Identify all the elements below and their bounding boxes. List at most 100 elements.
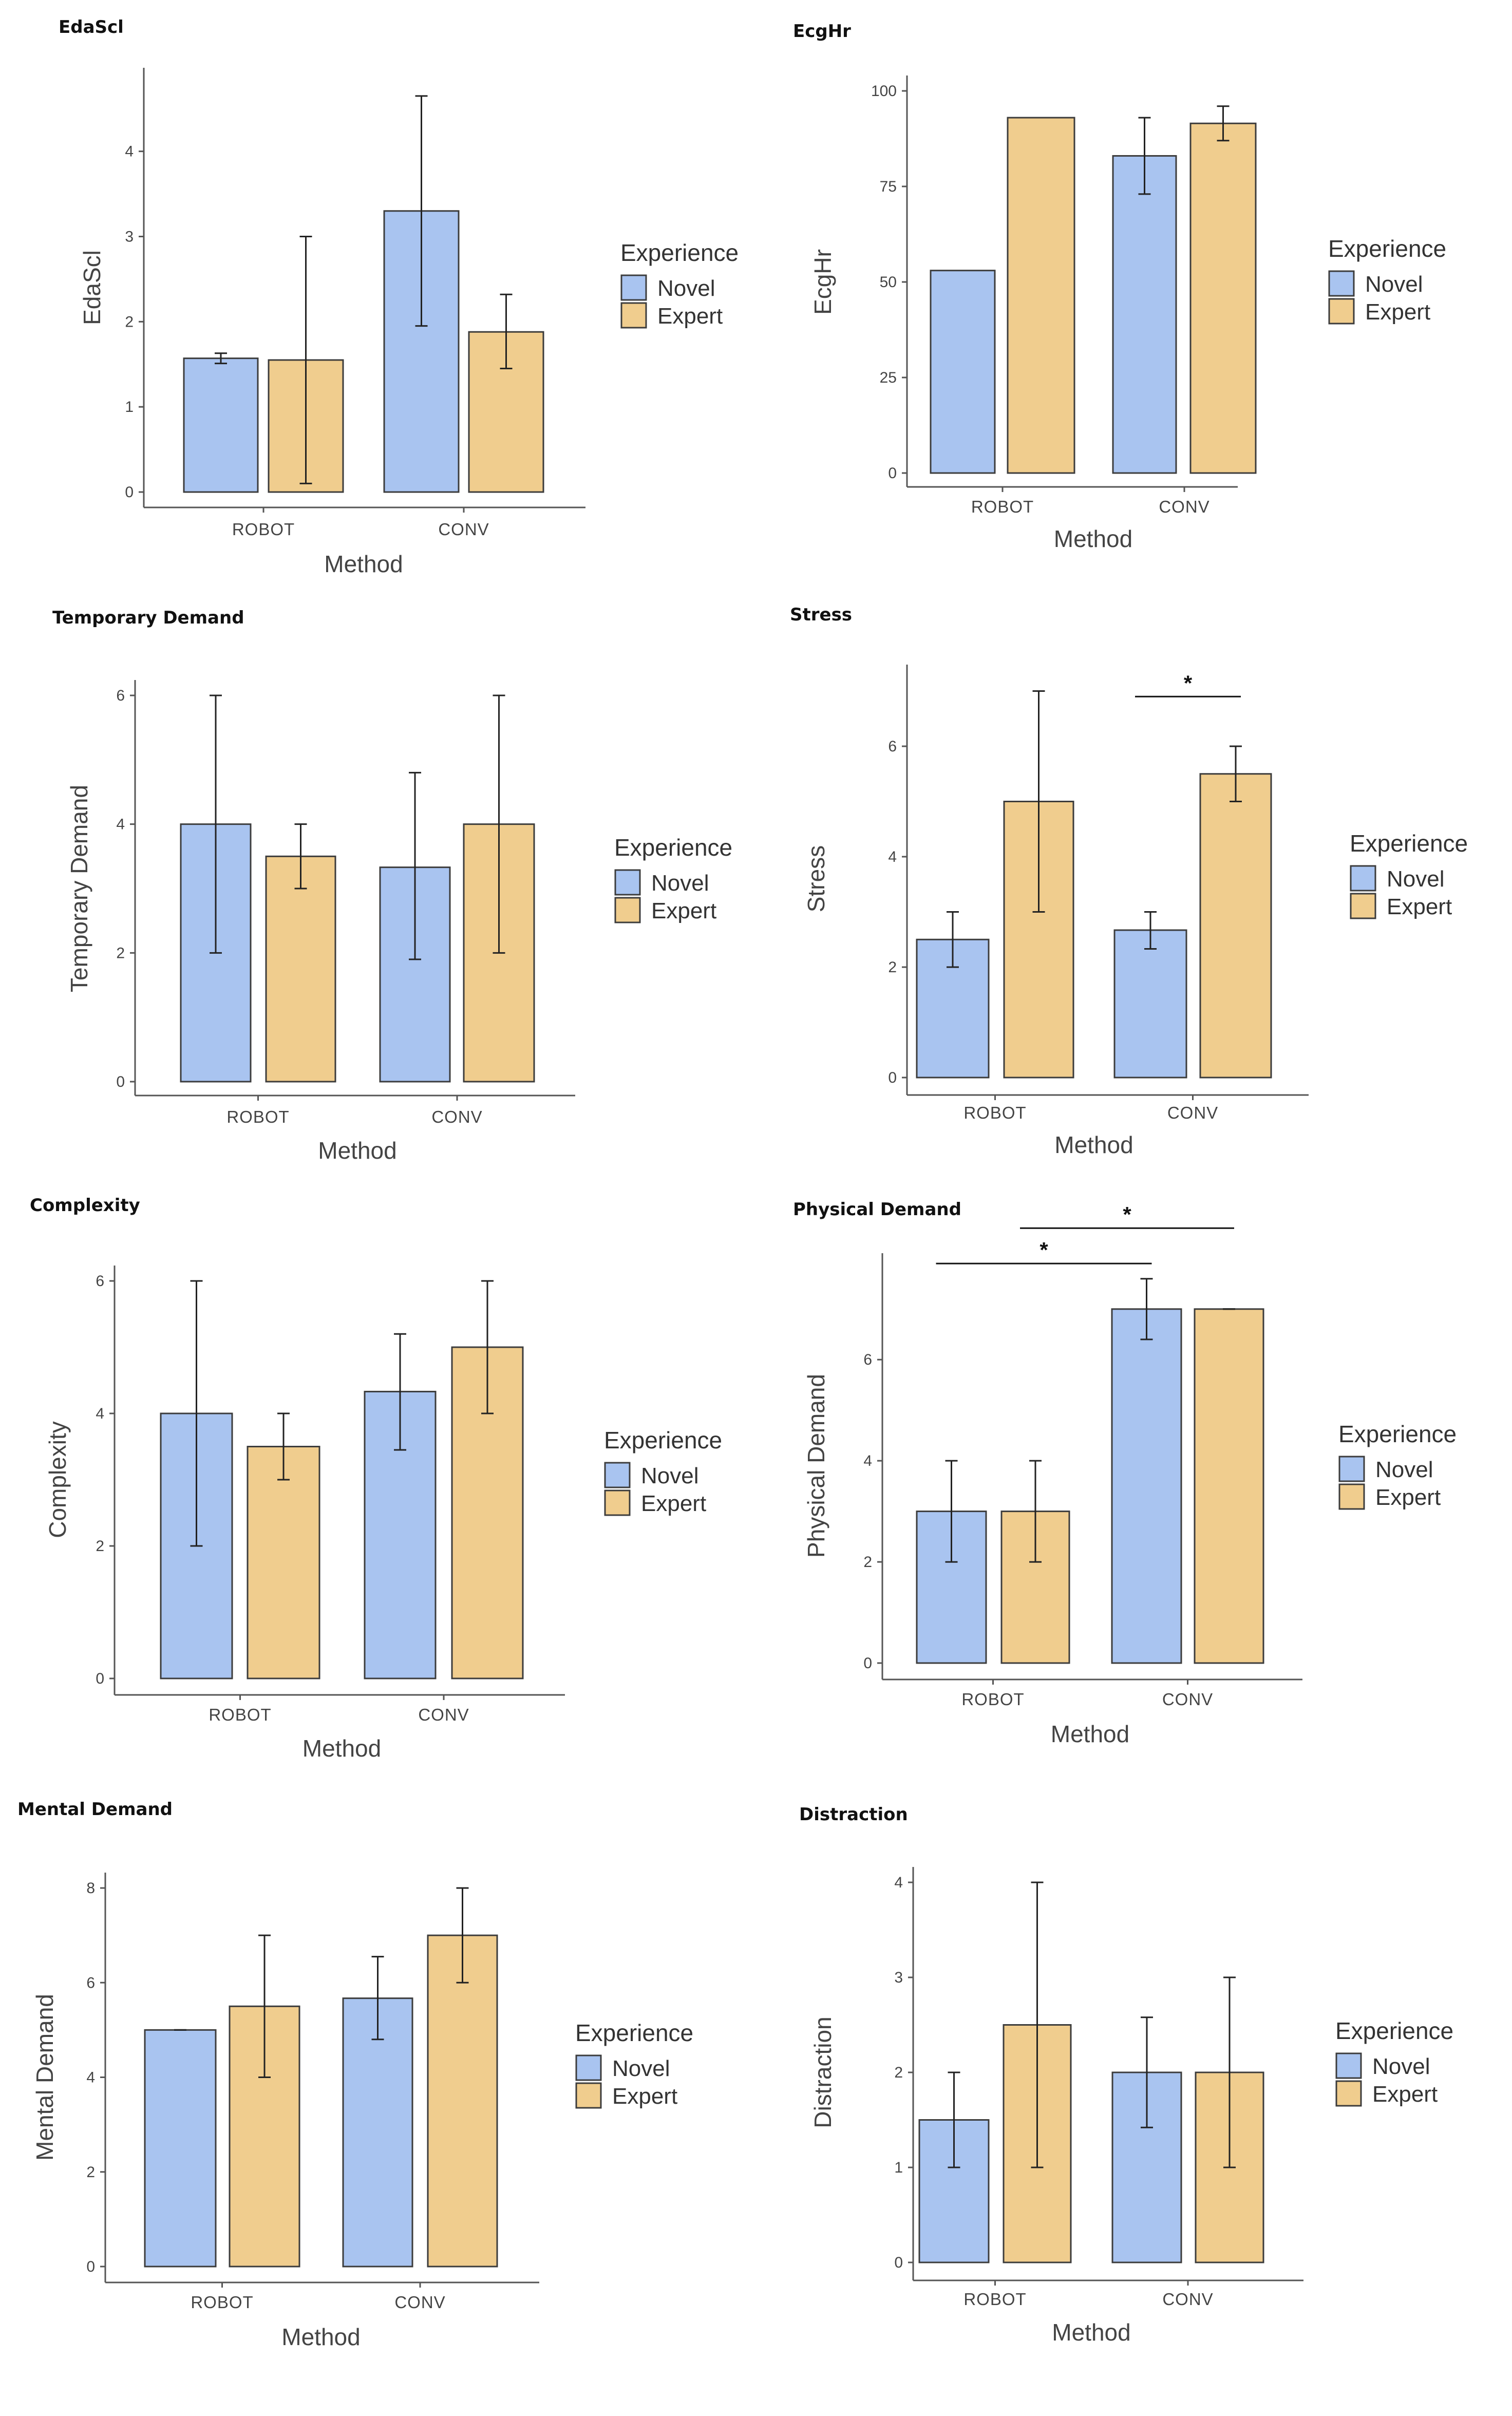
y-axis-title: Mental Demand — [31, 1994, 58, 2161]
x-axis-title: Method — [1054, 1131, 1133, 1158]
legend-swatch-novel — [575, 2054, 602, 2081]
legend-label-novel: Novel — [1387, 866, 1445, 892]
y-tick-label: 50 — [880, 274, 897, 291]
y-tick-label: 2 — [863, 1554, 872, 1571]
y-axis-title: Distraction — [809, 2016, 836, 2128]
legend-label-novel: Novel — [1372, 2054, 1430, 2079]
y-tick-label: 4 — [888, 848, 897, 865]
x-tick-label: CONV — [431, 1107, 482, 1126]
chart-panel: Complexity 0 2 4 6 ROBOT CONV Method Complexity E… — [30, 1195, 722, 1762]
chart-title: Complexity — [30, 1195, 140, 1216]
legend-swatch-expert — [575, 2082, 602, 2109]
significance-marker: * — [1123, 1202, 1131, 1226]
x-tick-label: CONV — [1162, 1690, 1213, 1709]
x-axis-title: Method — [1052, 2319, 1130, 2346]
chart-panel: Temporary Demand 0 2 4 6 ROBOT CONV Method Tempo… — [52, 608, 732, 1164]
chart-panel: Stress 0 2 4 6 ROBOT CONV Method Stress * Experien… — [790, 605, 1468, 1158]
legend-title: Experience — [575, 2019, 693, 2046]
x-axis-title: Method — [1054, 525, 1132, 552]
y-tick-label: 1 — [894, 2159, 903, 2176]
y-axis-title: EcgHr — [809, 249, 836, 315]
legend-swatch-novel — [604, 1462, 631, 1488]
y-tick-label: 0 — [894, 2254, 903, 2271]
y-tick-label: 75 — [880, 178, 897, 195]
y-tick-label: 6 — [116, 687, 125, 704]
legend-swatch-expert — [1335, 2080, 1362, 2107]
y-tick-label: 1 — [125, 399, 134, 416]
x-axis-title: Method — [1051, 1721, 1129, 1747]
legend-swatch-novel — [1350, 865, 1376, 892]
bar-expert-robot — [1007, 117, 1075, 474]
legend-swatch-expert — [614, 897, 641, 923]
legend-swatch-novel — [614, 869, 641, 896]
y-tick-label: 6 — [96, 1273, 104, 1290]
bar-expert-conv — [427, 1934, 498, 2268]
legend-swatch-expert — [604, 1489, 631, 1516]
chart-panel: Mental Demand 0 2 4 6 8 ROBOT CONV Method Mental … — [17, 1799, 693, 2350]
chart-panel: Distraction 0 1 2 3 4 ROBOT CONV Method Distracti… — [799, 1804, 1453, 2346]
legend-label-expert: Expert — [641, 1491, 706, 1516]
legend-title: Experience — [614, 834, 732, 861]
chart-title: Temporary Demand — [52, 608, 244, 628]
y-tick-label: 0 — [86, 2258, 95, 2275]
chart-title: EdaScl — [59, 17, 124, 37]
legend-swatch-expert — [620, 302, 647, 329]
legend-swatch-expert — [1328, 298, 1355, 325]
y-tick-label: 3 — [125, 229, 134, 246]
x-tick-label: CONV — [1162, 2290, 1213, 2309]
y-tick-label: 2 — [125, 313, 134, 330]
y-tick-label: 6 — [86, 1974, 95, 1991]
x-tick-label: ROBOT — [963, 2290, 1026, 2309]
x-axis-title: Method — [318, 1137, 396, 1164]
y-tick-label: 0 — [116, 1073, 125, 1090]
legend-swatch-novel — [1338, 1456, 1365, 1482]
legend-swatch-novel — [1328, 270, 1355, 297]
chart-title: Stress — [790, 605, 852, 625]
y-tick-label: 4 — [116, 816, 125, 833]
bar-expert-conv — [468, 331, 544, 493]
y-axis-title: Physical Demand — [803, 1374, 829, 1558]
legend-title: Experience — [1335, 2017, 1453, 2044]
y-axis-title: Stress — [803, 845, 829, 912]
chart-panel: EdaScl 0 1 2 3 4 ROBOT CONV Method EdaScl Experien… — [59, 17, 739, 577]
chart-panel: EcgHr 0 25 50 75 100 ROBOT CONV Method EcgHr Exper… — [793, 21, 1446, 552]
significance-marker: * — [1184, 671, 1193, 695]
legend-title: Experience — [1328, 235, 1446, 262]
bar-expert-robot — [265, 855, 336, 1083]
y-tick-label: 4 — [96, 1405, 104, 1422]
bar-expert-conv — [1189, 122, 1257, 474]
bar-novel-conv — [342, 1997, 413, 2268]
x-tick-label: ROBOT — [971, 497, 1034, 516]
legend-label-novel: Novel — [657, 276, 715, 301]
y-tick-label: 100 — [871, 83, 897, 100]
x-tick-label: ROBOT — [963, 1103, 1026, 1122]
legend-label-expert: Expert — [657, 304, 723, 329]
x-tick-label: CONV — [438, 520, 489, 539]
x-tick-label: CONV — [394, 2293, 445, 2312]
legend-label-novel: Novel — [612, 2056, 670, 2081]
y-tick-label: 6 — [888, 738, 897, 755]
legend-label-expert: Expert — [1372, 2082, 1438, 2107]
legend-label-expert: Expert — [612, 2084, 677, 2109]
y-axis-title: EdaScl — [79, 250, 105, 325]
y-tick-label: 2 — [86, 2164, 95, 2181]
y-tick-label: 0 — [96, 1670, 104, 1687]
legend-label-novel: Novel — [1375, 1457, 1433, 1482]
bar-novel-robot — [183, 357, 259, 493]
y-tick-label: 2 — [116, 945, 125, 961]
chart-panel: Physical Demand 0 2 4 6 ROBOT CONV Method Physic… — [793, 1199, 1457, 1747]
legend-label-expert: Expert — [1365, 299, 1430, 325]
legend-label-novel: Novel — [641, 1463, 699, 1488]
y-tick-label: 3 — [894, 1969, 903, 1986]
chart-title: Mental Demand — [17, 1799, 173, 1820]
chart-title: EcgHr — [793, 21, 851, 42]
x-tick-label: ROBOT — [209, 1705, 271, 1724]
x-tick-label: ROBOT — [961, 1690, 1024, 1709]
y-tick-label: 6 — [863, 1351, 872, 1368]
y-tick-label: 4 — [86, 2069, 95, 2086]
bar-expert-robot — [247, 1446, 320, 1679]
y-tick-label: 2 — [888, 959, 897, 976]
bar-novel-conv — [1111, 1308, 1182, 1664]
y-tick-label: 8 — [86, 1880, 95, 1897]
legend-swatch-expert — [1350, 893, 1376, 919]
